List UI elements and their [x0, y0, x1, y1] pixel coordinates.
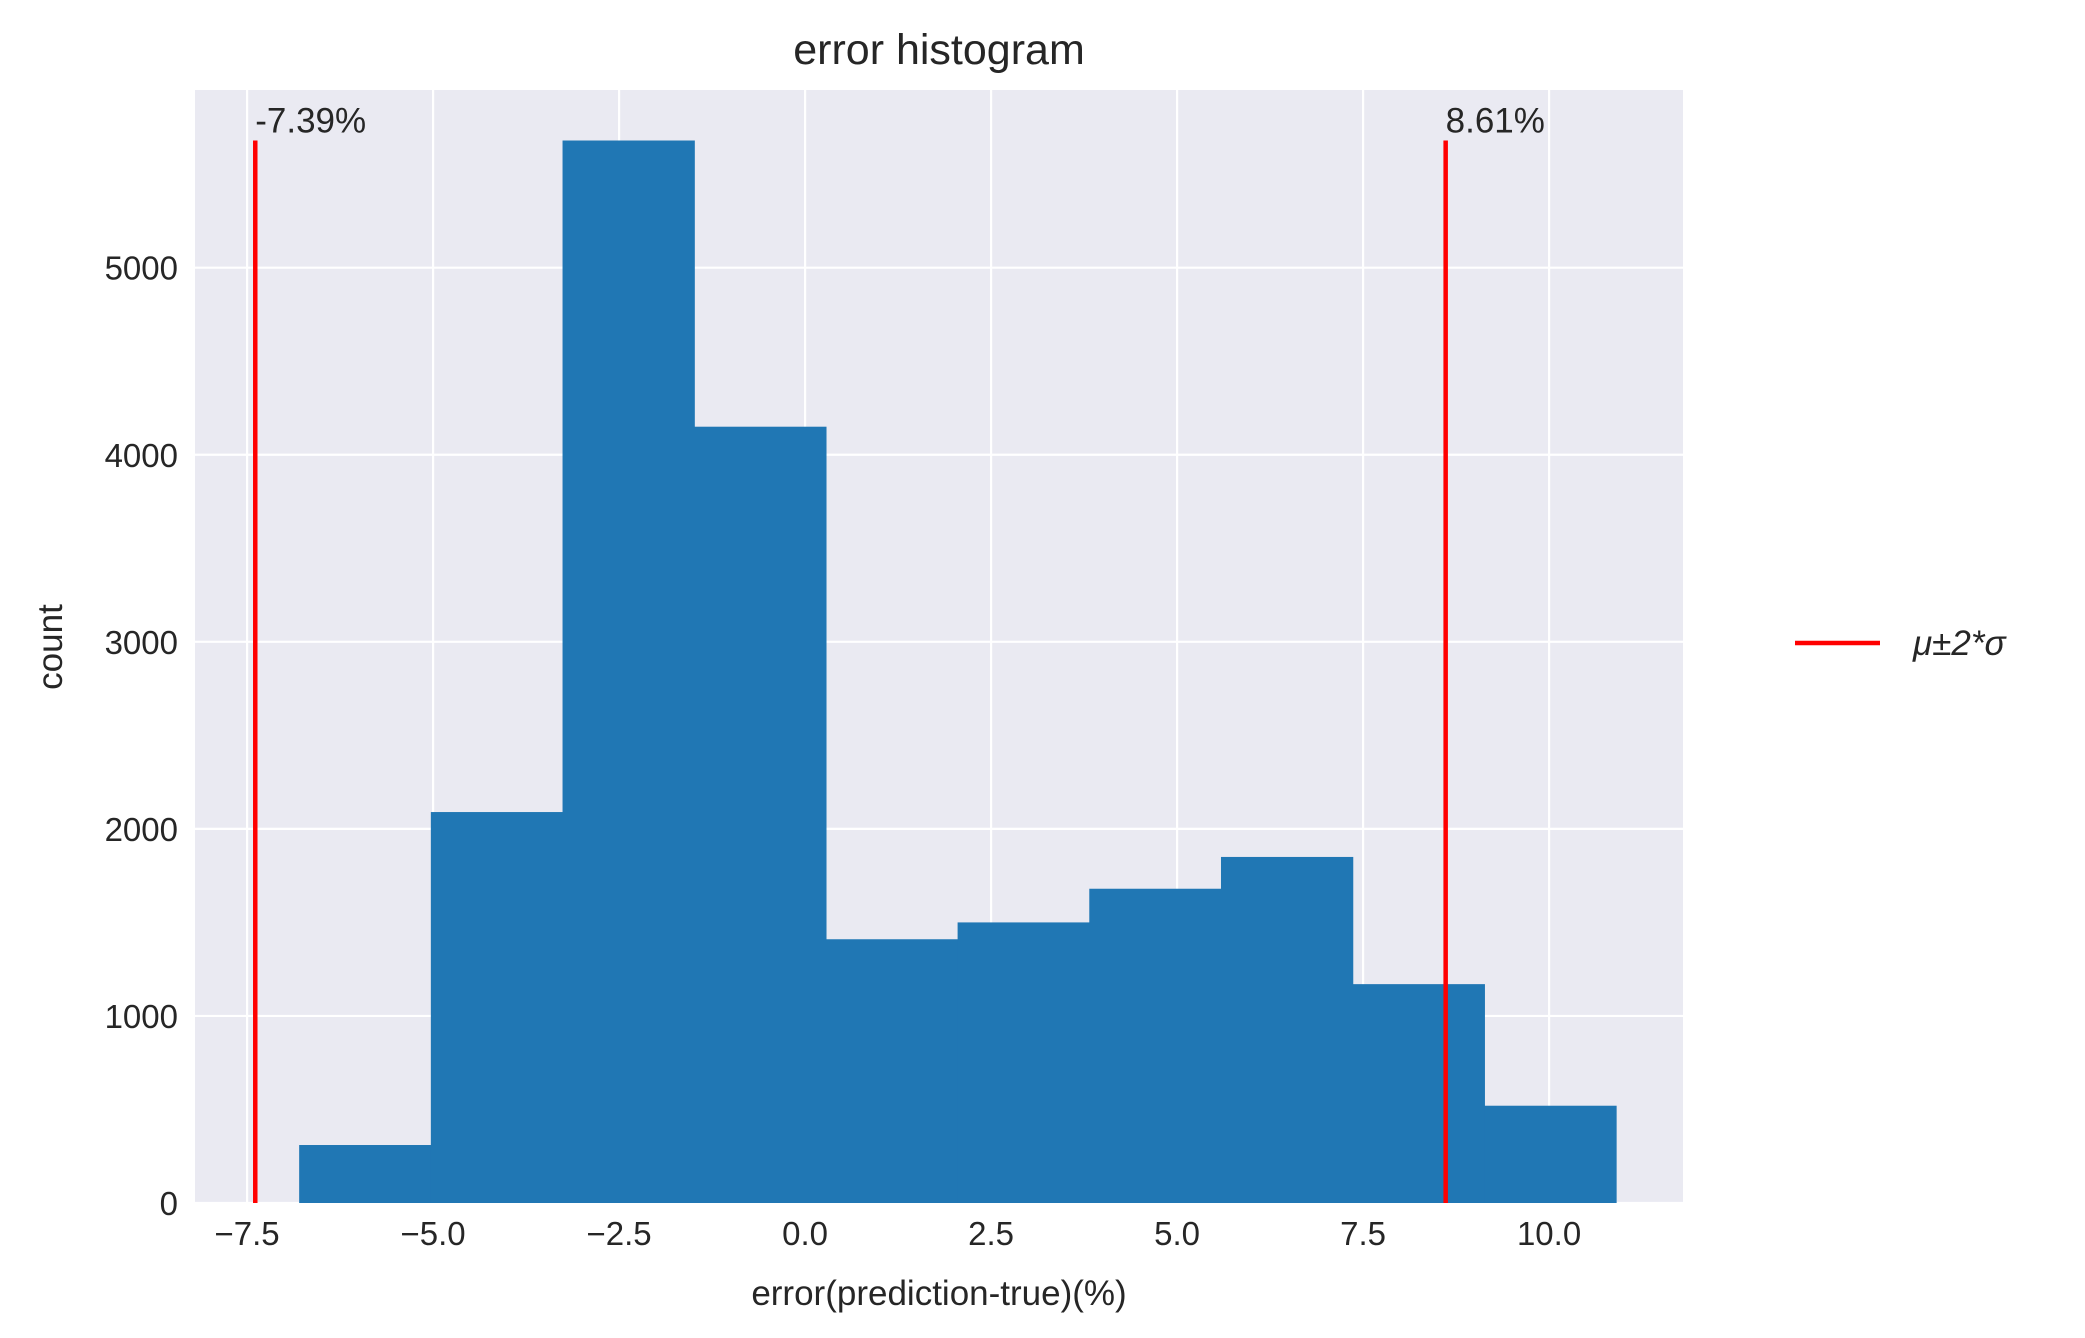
- histogram-bar: [299, 1145, 432, 1203]
- y-tick-label: 4000: [105, 437, 178, 474]
- legend-label: μ±2*σ: [1912, 624, 2007, 663]
- x-tick-label: 7.5: [1340, 1215, 1386, 1252]
- x-tick-label: −2.5: [587, 1215, 652, 1252]
- x-axis-ticks: −7.5 −5.0 −2.5 0.0 2.5 5.0 7.5 10.0: [215, 1215, 1582, 1252]
- chart-title: error histogram: [793, 26, 1085, 74]
- histogram-bar: [1220, 856, 1354, 1203]
- y-tick-label: 0: [160, 1185, 178, 1222]
- histogram-bars: [299, 140, 1617, 1204]
- reference-lines: -7.39% 8.61%: [253, 102, 1545, 1203]
- y-tick-label: 2000: [105, 811, 178, 848]
- histogram-bar: [694, 426, 827, 1203]
- y-axis-label: count: [31, 604, 70, 690]
- legend: μ±2*σ: [1795, 624, 2007, 663]
- reference-line-label: -7.39%: [255, 102, 366, 141]
- x-tick-label: −5.0: [401, 1215, 466, 1252]
- histogram-bar: [1484, 1105, 1617, 1203]
- reference-line-label: 8.61%: [1446, 102, 1545, 141]
- y-tick-label: 1000: [105, 998, 178, 1035]
- x-tick-label: 2.5: [968, 1215, 1014, 1252]
- x-axis-label: error(prediction-true)(%): [751, 1274, 1126, 1313]
- x-tick-label: −7.5: [215, 1215, 280, 1252]
- x-tick-label: 0.0: [782, 1215, 828, 1252]
- y-tick-label: 5000: [105, 250, 178, 287]
- y-axis-ticks: 0 1000 2000 3000 4000 5000: [105, 250, 178, 1222]
- x-tick-label: 5.0: [1154, 1215, 1200, 1252]
- histogram-bar: [1352, 984, 1485, 1203]
- histogram-bar: [1089, 888, 1222, 1203]
- y-tick-label: 3000: [105, 624, 178, 661]
- histogram-bar: [957, 922, 1090, 1203]
- x-tick-label: 10.0: [1517, 1215, 1581, 1252]
- histogram-bar: [430, 812, 564, 1203]
- histogram-bar: [825, 939, 959, 1203]
- histogram-bar: [562, 140, 695, 1204]
